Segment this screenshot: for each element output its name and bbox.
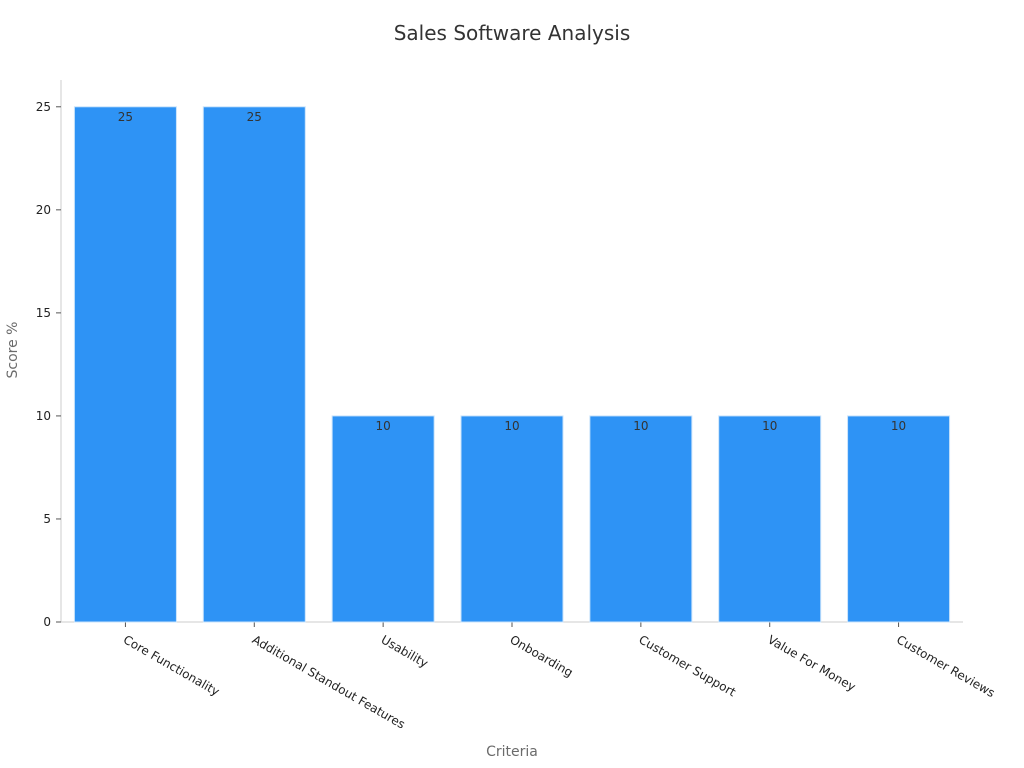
bar (331, 415, 435, 623)
data-label: 10 (762, 419, 777, 433)
data-label: 25 (118, 110, 133, 124)
chart-title: Sales Software Analysis (394, 21, 631, 45)
y-axis: 0 5 10 15 20 25 (36, 80, 62, 629)
y-tick-label: 15 (36, 306, 51, 320)
bar (589, 415, 693, 623)
y-tick-label: 10 (36, 409, 51, 423)
x-axis-label: Criteria (486, 744, 538, 760)
y-tick-label: 25 (36, 100, 51, 114)
y-tick-label: 5 (43, 512, 51, 526)
x-axis: Core Functionality Additional Standout Fe… (61, 621, 997, 732)
bar (847, 415, 951, 623)
y-tick-label: 0 (43, 615, 51, 629)
x-tick-label: Customer Reviews (894, 632, 997, 700)
bar (460, 415, 564, 623)
data-labels-group: 25 25 10 10 10 10 10 (118, 110, 906, 433)
data-label: 10 (891, 419, 906, 433)
y-tick-label: 20 (36, 203, 51, 217)
data-label: 10 (376, 419, 391, 433)
x-tick-label: Usability (379, 632, 431, 670)
x-tick-label: Core Functionality (121, 632, 222, 698)
bar (718, 415, 822, 623)
x-tick-label: Value For Money (765, 632, 858, 694)
data-label: 10 (633, 419, 648, 433)
bars-group (73, 106, 951, 623)
x-tick-label: Onboarding (508, 632, 576, 679)
y-axis-label: Score % (5, 322, 21, 379)
data-label: 25 (247, 110, 262, 124)
bar (73, 106, 177, 623)
bar (202, 106, 306, 623)
data-label: 10 (504, 419, 519, 433)
x-tick-label: Customer Support (636, 632, 738, 699)
